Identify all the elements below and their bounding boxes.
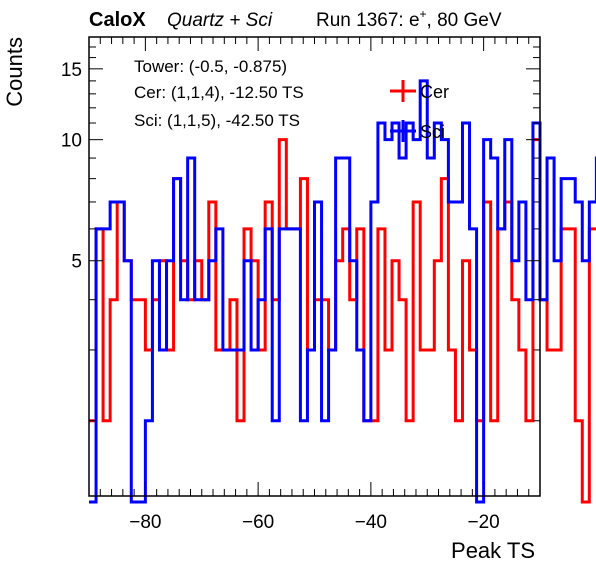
chart-title-subtitle: Quartz + Sci [167, 10, 273, 31]
x-tick-label: −40 [355, 512, 387, 533]
tick-layer: −80 −60 −40 −20 5 10 15 [61, 36, 541, 533]
x-tick-label: −20 [468, 512, 500, 533]
annotation-tower: Tower: (-0.5, -0.875) [134, 57, 287, 76]
chart-title-run: Run 1367: e+, 80 GeV [316, 7, 502, 31]
legend-marker-cer [390, 80, 416, 102]
series-layer [89, 79, 596, 504]
legend-label-sci: Sci [420, 122, 445, 142]
x-tick-label: −60 [242, 512, 274, 533]
legend-label-cer: Cer [420, 82, 449, 102]
y-tick-label: 10 [61, 131, 82, 152]
x-axis-label: Peak TS [451, 538, 535, 563]
y-tick-label: 15 [61, 60, 82, 81]
legend-marker-sci [390, 120, 416, 142]
y-tick-label: 5 [71, 252, 82, 273]
y-axis-label: Counts [2, 37, 27, 107]
series-sci-line [89, 79, 596, 504]
x-tick-label: −80 [129, 512, 161, 533]
legend: Cer Sci [390, 80, 449, 142]
annotation-sci: Sci: (1,1,5), -42.50 TS [134, 111, 300, 130]
annotation-cer: Cer: (1,1,4), -12.50 TS [134, 83, 304, 102]
chart-title-brand: CaloX [89, 9, 146, 31]
